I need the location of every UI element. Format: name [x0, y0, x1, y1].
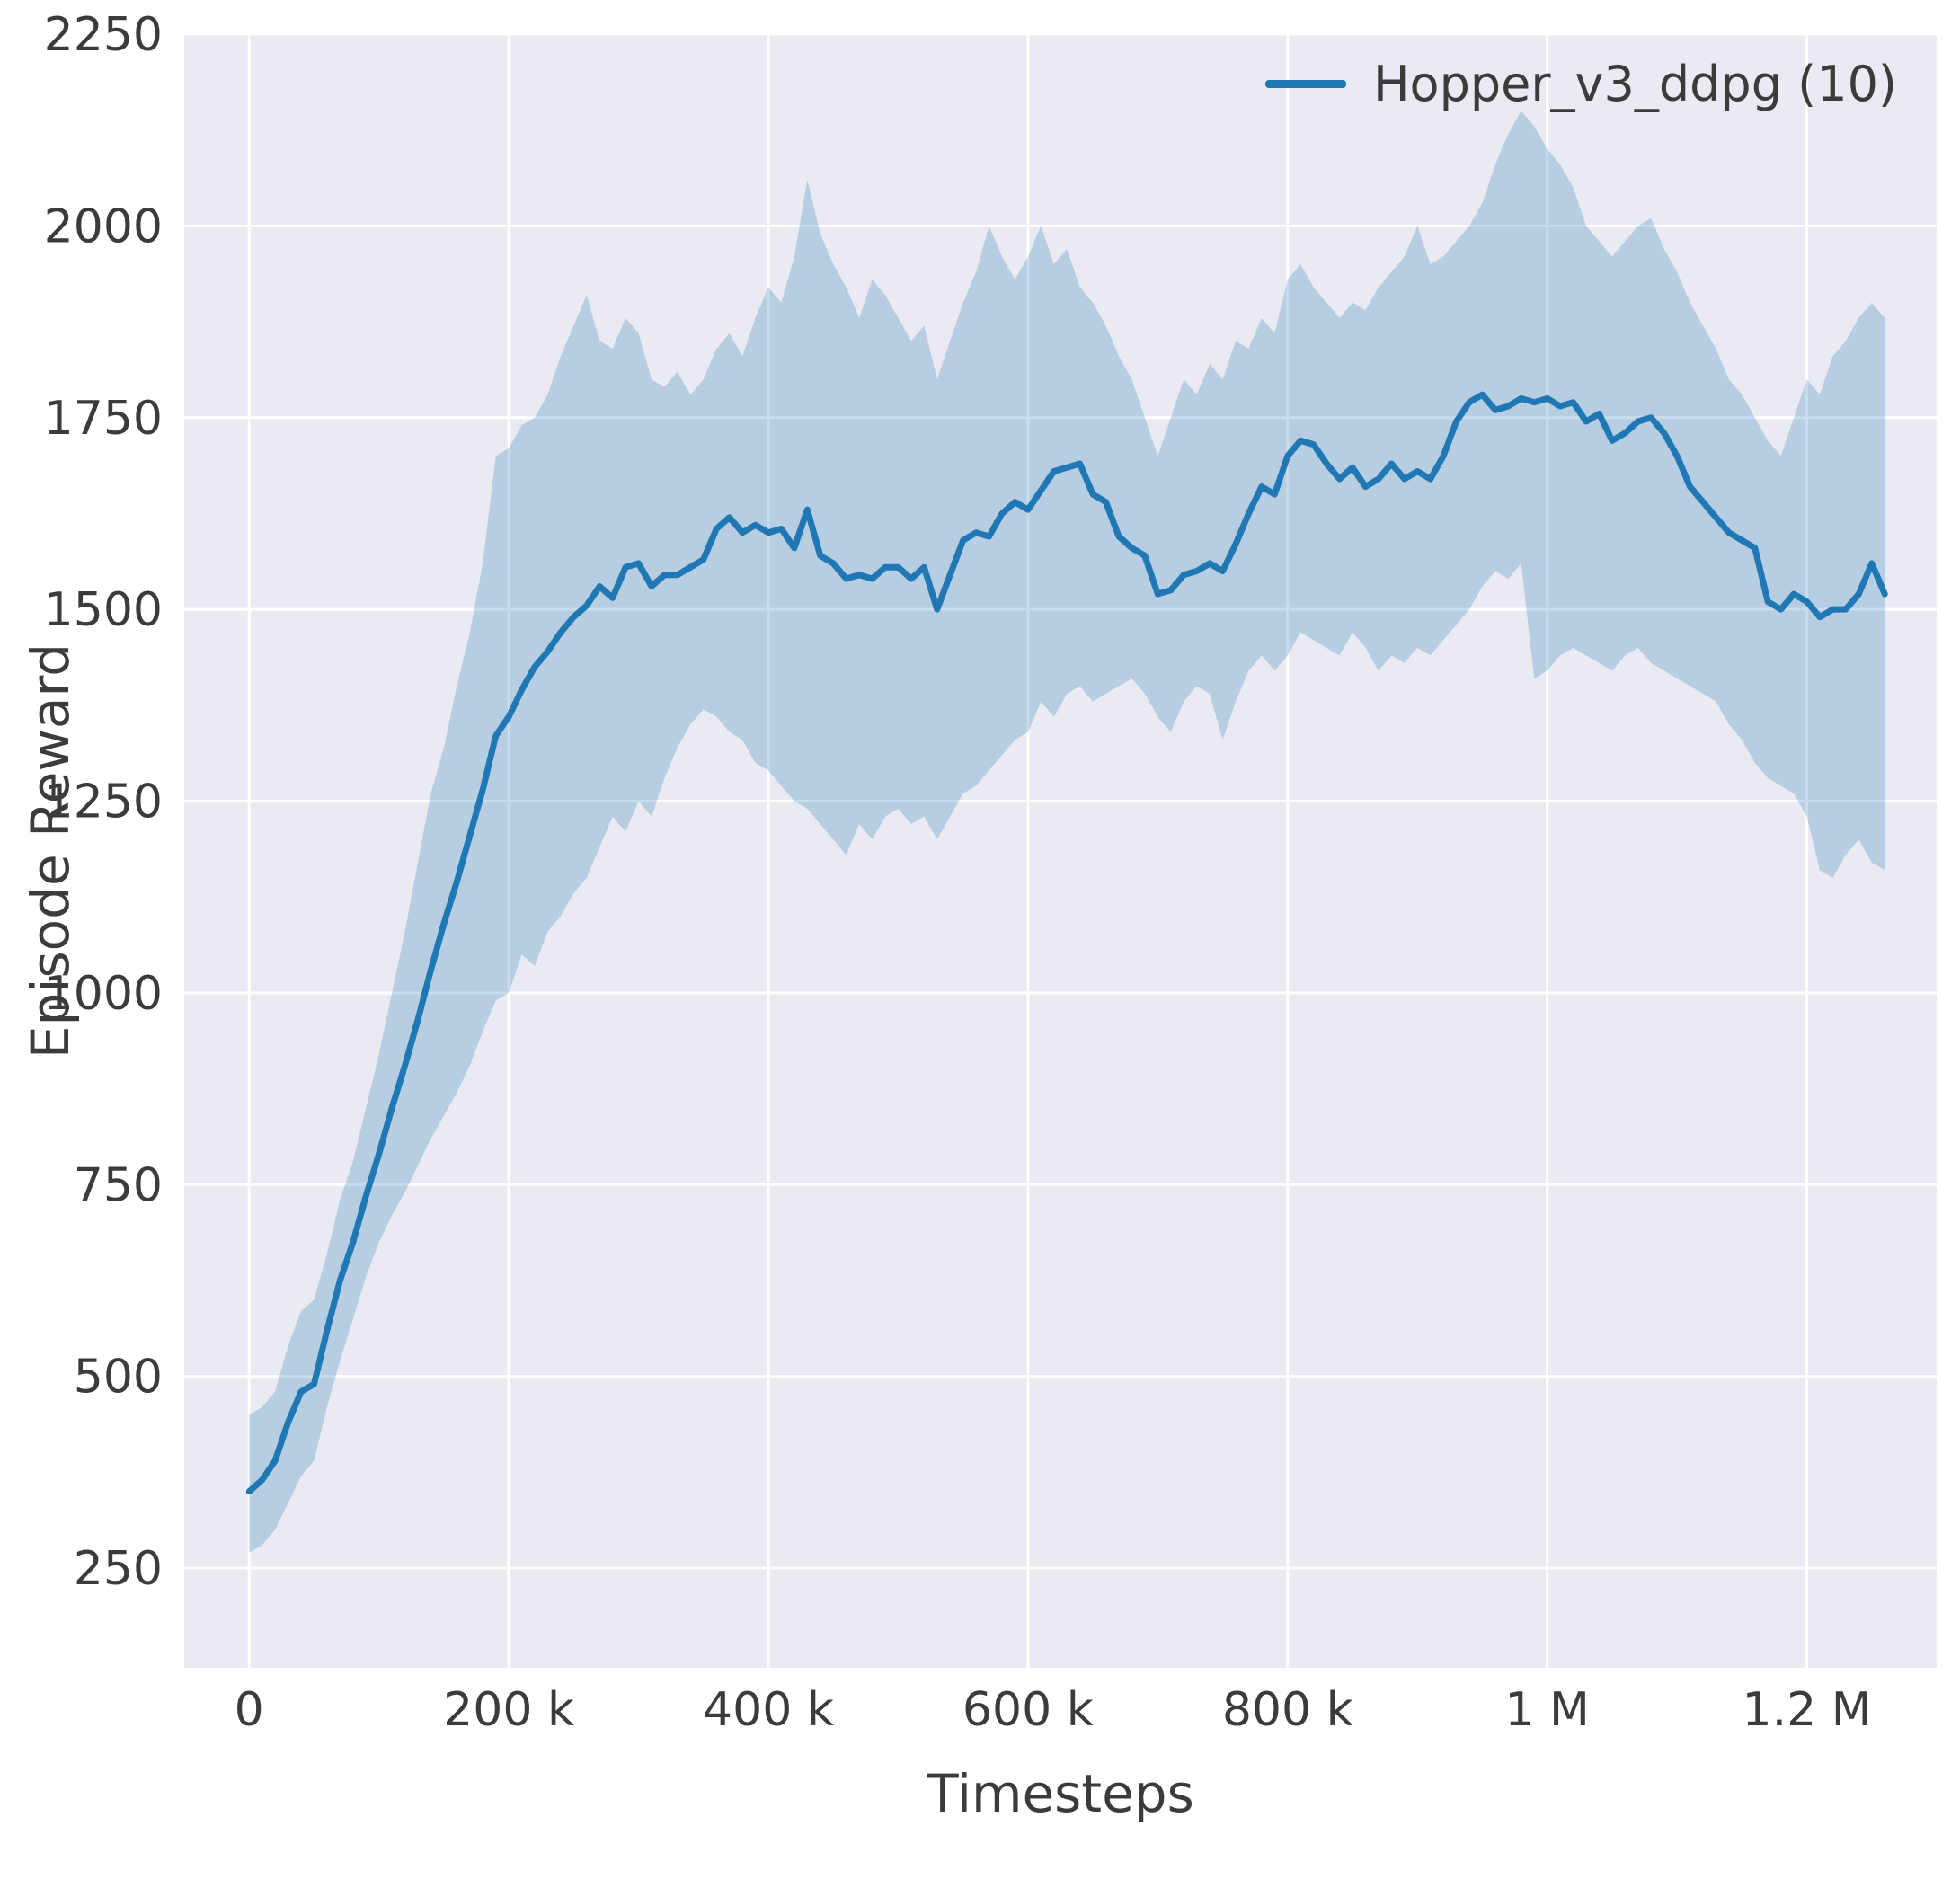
y-tick-label: 1250 — [44, 776, 163, 829]
legend: Hopper_v3_ddpg (10) — [1264, 56, 1897, 112]
legend-line-swatch — [1264, 80, 1346, 88]
x-tick-label: 400 k — [703, 1683, 834, 1737]
x-tick-label: 1 M — [1504, 1683, 1589, 1737]
y-tick-label: 1500 — [44, 583, 163, 637]
y-tick-label: 1000 — [44, 967, 163, 1021]
x-tick-label: 200 k — [443, 1683, 574, 1737]
x-tick-label: 1.2 M — [1743, 1683, 1872, 1737]
y-tick-label: 750 — [74, 1158, 163, 1212]
legend-label: Hopper_v3_ddpg (10) — [1372, 56, 1897, 112]
y-tick-label: 2000 — [44, 199, 163, 253]
x-tick-label: 0 — [235, 1683, 264, 1737]
y-tick-label: 500 — [74, 1351, 163, 1405]
confidence-band — [249, 111, 1885, 1553]
x-axis-label: Timesteps — [927, 1763, 1194, 1824]
y-tick-label: 2250 — [44, 8, 163, 62]
y-tick-label: 250 — [74, 1542, 163, 1596]
mean-line — [245, 391, 1888, 1495]
x-tick-label: 600 k — [962, 1683, 1094, 1737]
plot-area — [184, 34, 1937, 1668]
y-axis-label: Episode Reward — [20, 643, 81, 1059]
x-tick-label: 800 k — [1222, 1683, 1353, 1737]
y-tick-label: 1750 — [44, 392, 163, 446]
